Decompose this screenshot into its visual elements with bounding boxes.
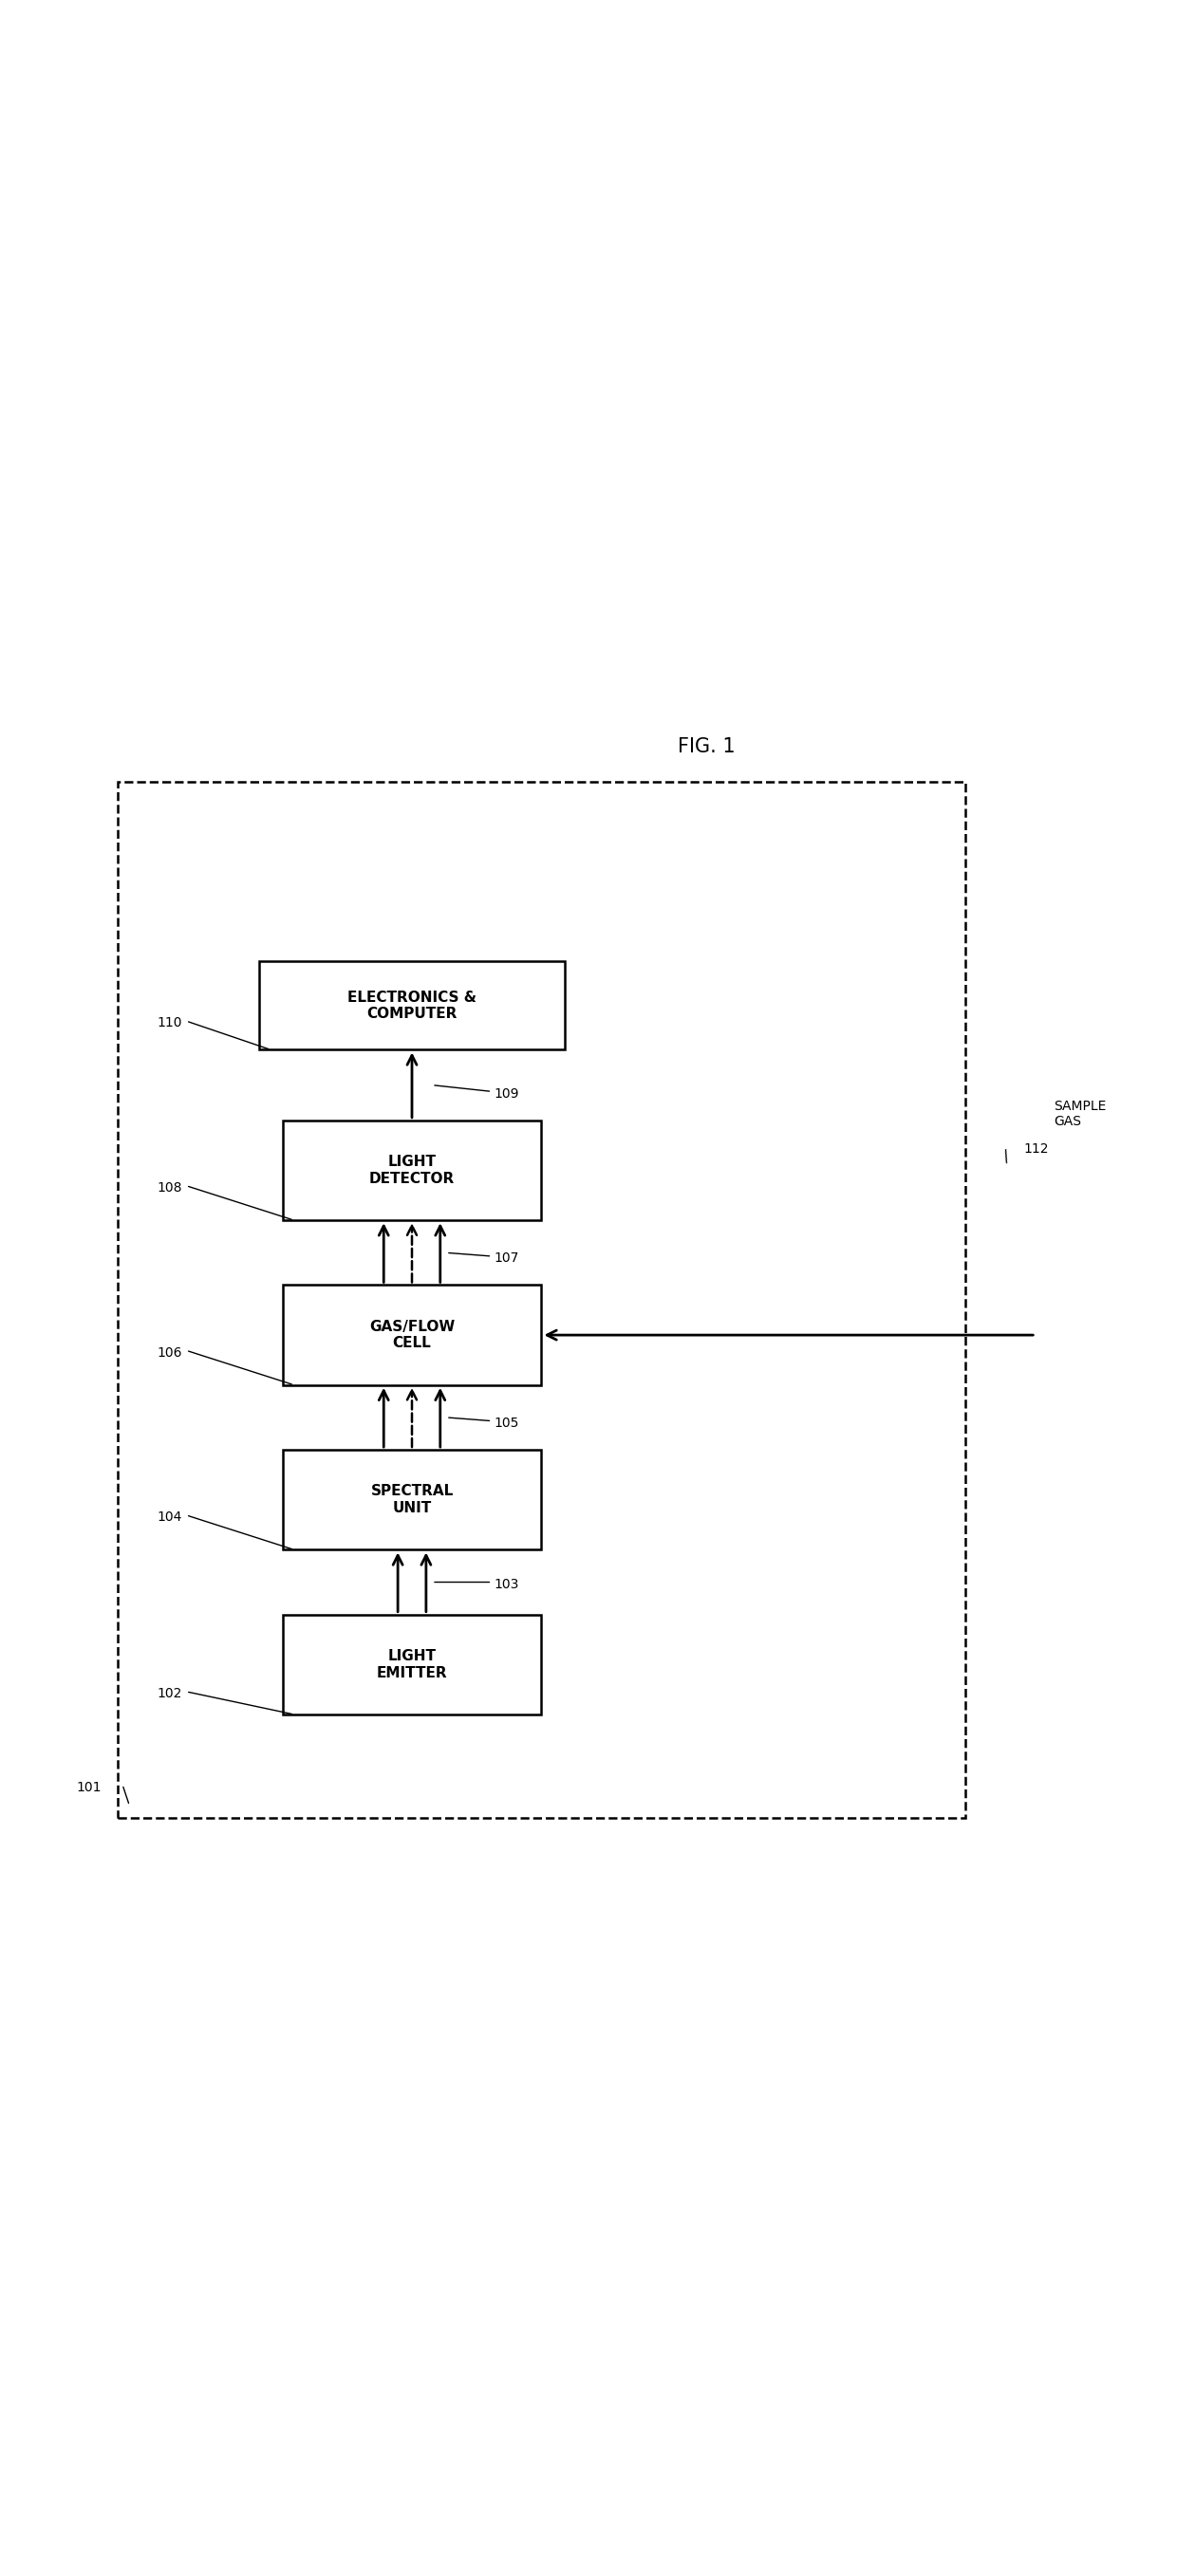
Text: SPECTRAL
UNIT: SPECTRAL UNIT bbox=[371, 1484, 453, 1515]
Text: 104: 104 bbox=[158, 1510, 182, 1525]
Text: 107: 107 bbox=[494, 1252, 519, 1265]
Bar bbox=[118, 783, 965, 1819]
Text: ELECTRONICS &
COMPUTER: ELECTRONICS & COMPUTER bbox=[347, 989, 477, 1020]
Text: 105: 105 bbox=[494, 1417, 519, 1430]
Text: /: / bbox=[1000, 1146, 1012, 1164]
Text: FIG. 1: FIG. 1 bbox=[678, 737, 734, 757]
Text: 110: 110 bbox=[158, 1018, 182, 1030]
Text: 101: 101 bbox=[77, 1783, 101, 1795]
Text: 103: 103 bbox=[494, 1579, 519, 1592]
Bar bbox=[282, 1450, 541, 1551]
Text: 106: 106 bbox=[158, 1347, 182, 1360]
Text: SAMPLE
GAS: SAMPLE GAS bbox=[1053, 1100, 1106, 1128]
Text: 102: 102 bbox=[158, 1687, 182, 1700]
Bar bbox=[259, 961, 565, 1051]
Text: 108: 108 bbox=[158, 1182, 182, 1195]
Bar bbox=[282, 1615, 541, 1716]
Text: LIGHT
DETECTOR: LIGHT DETECTOR bbox=[370, 1154, 454, 1185]
Text: LIGHT
EMITTER: LIGHT EMITTER bbox=[377, 1649, 447, 1680]
Bar bbox=[282, 1121, 541, 1221]
Bar bbox=[282, 1285, 541, 1386]
Text: GAS/FLOW
CELL: GAS/FLOW CELL bbox=[370, 1319, 454, 1350]
Text: 112: 112 bbox=[1024, 1144, 1049, 1157]
Text: 109: 109 bbox=[494, 1087, 519, 1100]
